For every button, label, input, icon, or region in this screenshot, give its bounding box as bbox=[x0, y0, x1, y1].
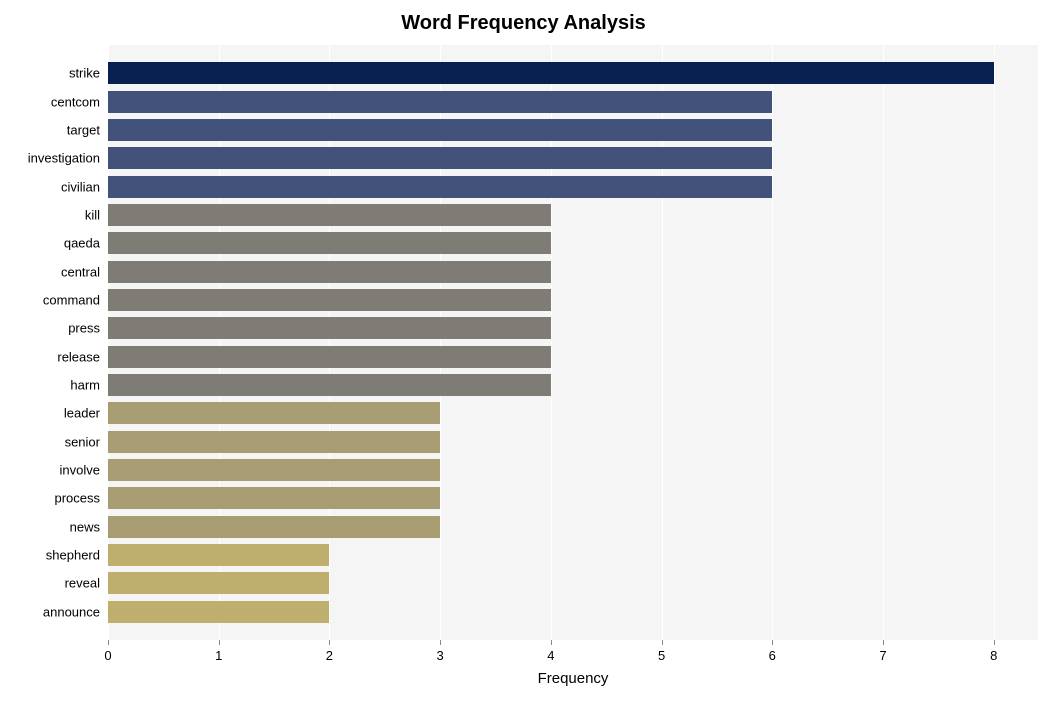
y-tick-label: involve bbox=[0, 463, 100, 478]
bar bbox=[108, 516, 440, 538]
bar bbox=[108, 62, 994, 84]
y-tick-label: civilian bbox=[0, 179, 100, 194]
bar bbox=[108, 431, 440, 453]
x-tick-label: 8 bbox=[990, 648, 997, 663]
y-tick-label: shepherd bbox=[0, 548, 100, 563]
bar bbox=[108, 346, 551, 368]
bar bbox=[108, 232, 551, 254]
y-tick-label: leader bbox=[0, 406, 100, 421]
bar bbox=[108, 459, 440, 481]
y-tick-label: harm bbox=[0, 378, 100, 393]
x-tick-label: 1 bbox=[215, 648, 222, 663]
y-tick-label: investigation bbox=[0, 151, 100, 166]
x-tick-label: 3 bbox=[437, 648, 444, 663]
chart-title: Word Frequency Analysis bbox=[0, 12, 1047, 35]
bar bbox=[108, 119, 772, 141]
x-tick-label: 7 bbox=[879, 648, 886, 663]
x-tick-mark bbox=[329, 640, 330, 645]
chart-container: Word Frequency Analysis strike centcom tar… bbox=[0, 0, 1047, 701]
y-tick-label: senior bbox=[0, 434, 100, 449]
x-tick-label: 4 bbox=[547, 648, 554, 663]
y-tick-label: command bbox=[0, 293, 100, 308]
bar bbox=[108, 601, 329, 623]
bar bbox=[108, 374, 551, 396]
bar bbox=[108, 544, 329, 566]
x-tick-mark bbox=[551, 640, 552, 645]
bar bbox=[108, 317, 551, 339]
y-tick-label: news bbox=[0, 519, 100, 534]
bar bbox=[108, 402, 440, 424]
plot-area bbox=[108, 45, 1038, 640]
bar bbox=[108, 91, 772, 113]
bar bbox=[108, 147, 772, 169]
x-tick-label: 6 bbox=[769, 648, 776, 663]
x-tick-mark bbox=[108, 640, 109, 645]
x-tick-mark bbox=[662, 640, 663, 645]
y-tick-label: central bbox=[0, 264, 100, 279]
y-tick-label: qaeda bbox=[0, 236, 100, 251]
x-tick-label: 5 bbox=[658, 648, 665, 663]
x-tick-mark bbox=[994, 640, 995, 645]
y-tick-label: target bbox=[0, 123, 100, 138]
x-tick-mark bbox=[883, 640, 884, 645]
bar bbox=[108, 261, 551, 283]
y-tick-label: press bbox=[0, 321, 100, 336]
bar bbox=[108, 204, 551, 226]
y-tick-label: announce bbox=[0, 604, 100, 619]
bar bbox=[108, 487, 440, 509]
x-tick-mark bbox=[772, 640, 773, 645]
x-axis-title: Frequency bbox=[108, 670, 1038, 687]
y-tick-label: kill bbox=[0, 208, 100, 223]
gridline bbox=[772, 45, 773, 640]
bar bbox=[108, 289, 551, 311]
x-tick-mark bbox=[440, 640, 441, 645]
x-tick-label: 0 bbox=[104, 648, 111, 663]
bar bbox=[108, 572, 329, 594]
y-tick-label: release bbox=[0, 349, 100, 364]
x-tick-mark bbox=[219, 640, 220, 645]
bar bbox=[108, 176, 772, 198]
y-tick-label: strike bbox=[0, 66, 100, 81]
y-tick-label: reveal bbox=[0, 576, 100, 591]
gridline bbox=[994, 45, 995, 640]
x-tick-label: 2 bbox=[326, 648, 333, 663]
y-tick-label: process bbox=[0, 491, 100, 506]
gridline bbox=[883, 45, 884, 640]
y-tick-label: centcom bbox=[0, 94, 100, 109]
